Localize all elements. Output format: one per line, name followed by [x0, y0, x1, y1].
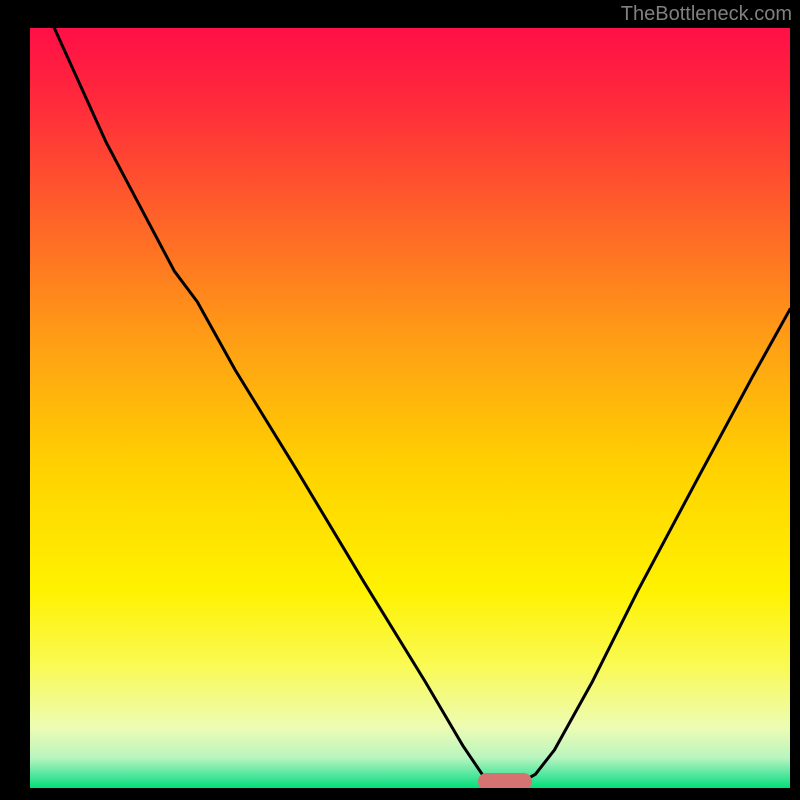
plot-area — [30, 28, 790, 788]
watermark-text: TheBottleneck.com — [621, 3, 792, 26]
curve-svg — [30, 28, 790, 788]
bottleneck-curve — [54, 28, 790, 785]
chart-container: TheBottleneck.com — [0, 0, 800, 800]
bottleneck-marker — [478, 773, 531, 788]
